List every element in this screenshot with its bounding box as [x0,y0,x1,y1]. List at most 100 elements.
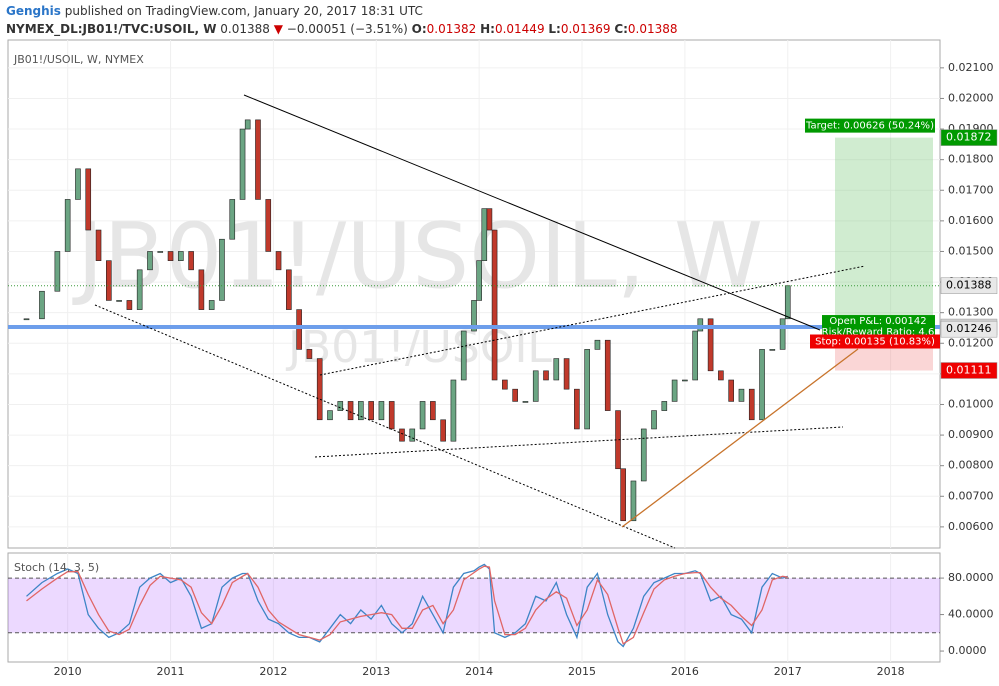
candle [64,199,71,252]
trend-line[interactable] [243,94,821,331]
trend-line[interactable] [94,304,676,549]
candle [239,128,246,200]
candle [512,388,518,402]
candle [692,330,698,381]
candle [208,300,215,310]
candle [630,480,637,522]
candle [553,358,560,381]
stoch-line [26,563,789,648]
trend-line[interactable] [314,426,844,458]
y-tick-label: 40.0000 [948,608,994,621]
candle [306,349,313,359]
candle [106,260,112,301]
y-tick-label: 0.01800 [948,153,994,166]
y-tick-label: 0.01700 [948,183,994,196]
trend-line[interactable] [319,265,866,376]
candle [481,208,488,261]
candle [430,401,436,421]
candle [640,428,647,482]
candle [779,318,786,350]
price-label-box [940,277,998,294]
y-tick-label: 0.00600 [948,520,994,533]
rr-text: Risk/Reward Ratio: 4.6 [822,327,935,338]
ohlc-label: L: [548,22,561,36]
change: −0.00051 (−3.51%) [286,22,408,36]
candle [147,251,153,271]
target-box [805,118,935,133]
ohlc-value: 0.01388 [627,22,678,36]
ohlc: O:0.01382 H:0.01449 L:0.01369 C:0.01388 [412,22,678,36]
stoch-legend: Stoch (14, 3, 5) [14,561,99,574]
price-label: 0.01388 [946,279,992,292]
candle [584,349,590,430]
candle [167,251,174,261]
price-label: 0.01111 [946,364,992,377]
candle [95,229,102,261]
candle [178,251,184,261]
candle [368,401,374,421]
price-label-box [940,320,998,338]
x-tick-label: 2011 [157,665,185,678]
y-tick-label: 0.01300 [948,306,994,319]
candle [116,300,122,302]
stop-box [810,334,940,349]
price-label: 0.01246 [946,322,992,335]
price-label: 0.01872 [946,131,992,144]
symbol-line: NYMEX_DL:JB01!/TVC:USOIL, W 0.01388 ▼ −0… [6,20,678,38]
candle [718,370,724,381]
candle [620,468,626,522]
candle [651,410,657,430]
y-tick-label: 0.02000 [948,91,994,104]
ohlc-label: C: [614,22,628,36]
candle [327,410,333,421]
candle [759,349,765,421]
candle [275,251,282,271]
candle [296,309,302,350]
candle [697,318,704,332]
background: 0.00600 0.00700 0.00800 0.00900 0.01000 0.011… [7,39,994,678]
candle [661,401,668,411]
candle [574,388,580,430]
candle [136,269,143,310]
down-arrow: ▼ [273,22,283,36]
publish-line: Genghis published on TradingView.com, Ja… [6,2,678,20]
ohlc-value: 0.01449 [494,22,545,36]
y-tick-label: 0.00700 [948,489,994,502]
x-tick-label: 2012 [259,665,287,678]
candle [486,208,493,231]
candle [255,119,261,200]
y-tick-label: 80.0000 [948,571,994,584]
author[interactable]: Genghis [6,4,61,18]
plot-border [7,39,941,549]
price-label-box [940,129,998,146]
x-tick-label: 2010 [54,665,82,678]
trend-line[interactable] [621,348,859,528]
y-tick-label: 0.01500 [948,244,994,257]
target-zone [835,137,933,328]
symbol: NYMEX_DL:JB01!/TVC:USOIL, W [6,22,217,36]
plot [8,119,940,648]
candle [378,401,385,421]
ohlc-label: O: [411,22,427,36]
candle [219,238,225,301]
candle [460,330,467,381]
header: Genghis published on TradingView.com, Ja… [6,2,678,38]
candle [337,401,344,411]
y-tick-label: 0.00900 [948,428,994,441]
candle [440,419,446,442]
ohlc-label: H: [480,22,495,36]
candle [522,401,529,403]
ohlc-value: 0.01382 [426,22,477,36]
y-tick-label: 0.0000 [948,644,987,657]
x-tick-label: 2018 [877,665,905,678]
candle [728,379,734,402]
x-tick-label: 2014 [465,665,493,678]
x-tick-label: 2017 [774,665,802,678]
candle [75,168,81,200]
candle [471,300,477,332]
candle [286,269,292,310]
candle [54,251,61,292]
candle [358,401,364,421]
